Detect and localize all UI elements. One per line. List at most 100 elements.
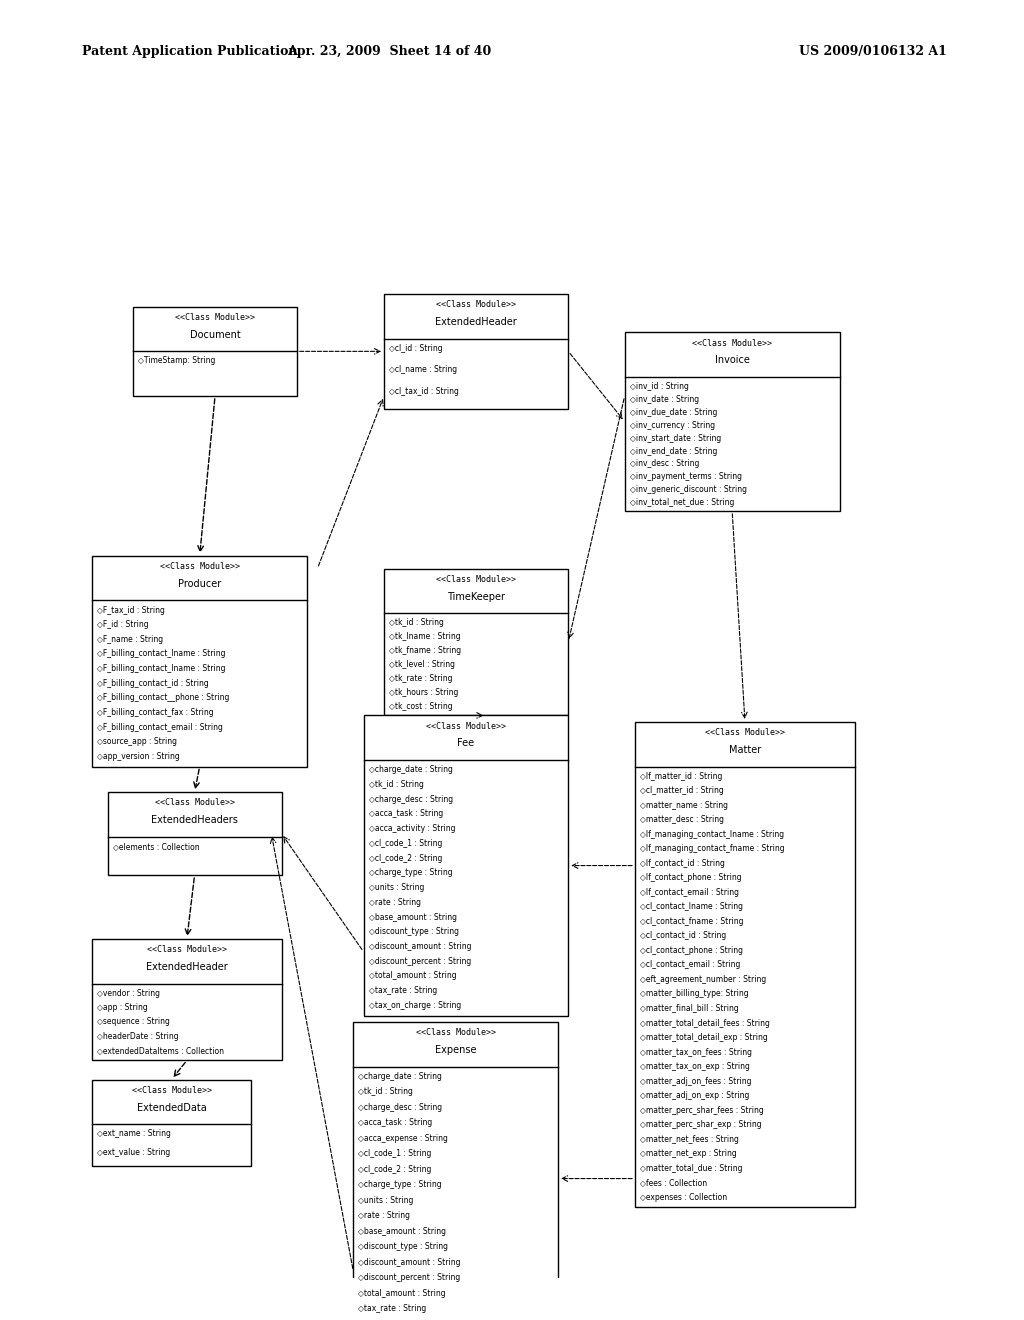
Text: ◇cl_contact_phone : String: ◇cl_contact_phone : String <box>640 946 743 954</box>
Text: ◇tk_hours : String: ◇tk_hours : String <box>389 688 459 697</box>
Text: ◇matter_perc_shar_exp : String: ◇matter_perc_shar_exp : String <box>640 1121 762 1129</box>
Text: ◇tk_level : String: ◇tk_level : String <box>389 660 455 669</box>
Text: ◇matter_adj_on_exp : String: ◇matter_adj_on_exp : String <box>640 1092 750 1100</box>
Text: Apr. 23, 2009  Sheet 14 of 40: Apr. 23, 2009 Sheet 14 of 40 <box>287 45 492 58</box>
FancyBboxPatch shape <box>384 569 568 715</box>
Text: ◇cl_contact_id : String: ◇cl_contact_id : String <box>640 932 726 940</box>
Text: Expense: Expense <box>435 1045 476 1055</box>
Text: ◇matter_net_exp : String: ◇matter_net_exp : String <box>640 1150 736 1158</box>
FancyBboxPatch shape <box>133 306 297 396</box>
Text: ◇ext_name : String: ◇ext_name : String <box>97 1130 171 1138</box>
Text: ◇inv_desc : String: ◇inv_desc : String <box>630 459 699 469</box>
FancyBboxPatch shape <box>92 556 307 767</box>
Text: ◇acca_task : String: ◇acca_task : String <box>358 1118 433 1127</box>
Text: ◇charge_date : String: ◇charge_date : String <box>369 766 453 775</box>
Text: <<Class Module>>: <<Class Module>> <box>155 799 234 808</box>
Text: ◇matter_tax_on_exp : String: ◇matter_tax_on_exp : String <box>640 1063 750 1071</box>
Text: ◇eft_agreement_number : String: ◇eft_agreement_number : String <box>640 975 766 983</box>
Text: ◇charge_desc : String: ◇charge_desc : String <box>358 1102 442 1111</box>
Text: ExtendedHeader: ExtendedHeader <box>146 962 227 972</box>
Text: ◇tk_fname : String: ◇tk_fname : String <box>389 645 461 655</box>
Text: ◇matter_billing_type: String: ◇matter_billing_type: String <box>640 990 749 998</box>
Text: ◇cl_matter_id : String: ◇cl_matter_id : String <box>640 787 724 795</box>
Text: ◇F_billing_contact__phone : String: ◇F_billing_contact__phone : String <box>97 693 229 702</box>
FancyBboxPatch shape <box>108 792 282 875</box>
Text: ◇charge_type : String: ◇charge_type : String <box>358 1180 442 1189</box>
Text: ◇F_billing_contact_fax : String: ◇F_billing_contact_fax : String <box>97 708 214 717</box>
Text: ◇discount_amount : String: ◇discount_amount : String <box>369 942 471 950</box>
Text: <<Class Module>>: <<Class Module>> <box>436 576 516 583</box>
Text: ◇inv_currency : String: ◇inv_currency : String <box>630 421 715 430</box>
Text: ◇cl_contact_fname : String: ◇cl_contact_fname : String <box>640 917 743 925</box>
Text: ◇headerDate : String: ◇headerDate : String <box>97 1032 179 1040</box>
Text: ◇total_amount : String: ◇total_amount : String <box>358 1288 446 1298</box>
Text: ◇extendedDataItems : Collection: ◇extendedDataItems : Collection <box>97 1045 224 1055</box>
Text: ◇tax_on_charge : String: ◇tax_on_charge : String <box>369 1001 461 1010</box>
Text: ◇acca_task : String: ◇acca_task : String <box>369 809 443 818</box>
Text: ◇F_name : String: ◇F_name : String <box>97 635 164 644</box>
Text: ◇cl_code_1 : String: ◇cl_code_1 : String <box>369 840 442 847</box>
Text: ◇cl_id : String: ◇cl_id : String <box>389 343 442 352</box>
Text: ◇inv_date : String: ◇inv_date : String <box>630 395 699 404</box>
FancyBboxPatch shape <box>625 333 840 511</box>
FancyBboxPatch shape <box>384 294 568 409</box>
Text: ◇tax_rate : String: ◇tax_rate : String <box>358 1304 427 1313</box>
Text: ◇inv_generic_discount : String: ◇inv_generic_discount : String <box>630 486 746 494</box>
FancyBboxPatch shape <box>353 1022 558 1320</box>
Text: ◇matter_total_detail_exp : String: ◇matter_total_detail_exp : String <box>640 1034 768 1041</box>
FancyBboxPatch shape <box>635 722 855 1208</box>
Text: FIG. 21: FIG. 21 <box>475 1226 549 1245</box>
Text: ◇base_amount : String: ◇base_amount : String <box>358 1226 446 1236</box>
Text: ◇rate : String: ◇rate : String <box>369 898 421 907</box>
Text: ◇sequence : String: ◇sequence : String <box>97 1018 170 1027</box>
Text: Producer: Producer <box>178 578 221 589</box>
Text: ◇F_billing_contact_lname : String: ◇F_billing_contact_lname : String <box>97 649 225 659</box>
Text: ◇matter_final_bill : String: ◇matter_final_bill : String <box>640 1005 738 1012</box>
Text: ◇cl_code_1 : String: ◇cl_code_1 : String <box>358 1150 432 1158</box>
Text: ◇total_amount : String: ◇total_amount : String <box>369 972 457 981</box>
Text: ◇expenses : Collection: ◇expenses : Collection <box>640 1193 727 1201</box>
Text: ◇F_billing_contact_lname : String: ◇F_billing_contact_lname : String <box>97 664 225 673</box>
Text: <<Class Module>>: <<Class Module>> <box>436 300 516 309</box>
Text: ◇units : String: ◇units : String <box>358 1196 414 1205</box>
Text: ◇cl_code_2 : String: ◇cl_code_2 : String <box>358 1164 432 1173</box>
Text: ◇lf_contact_phone : String: ◇lf_contact_phone : String <box>640 874 741 882</box>
FancyBboxPatch shape <box>92 1080 251 1167</box>
Text: TimeKeeper: TimeKeeper <box>447 591 505 602</box>
Text: Invoice: Invoice <box>715 355 750 366</box>
Text: ◇matter_name : String: ◇matter_name : String <box>640 801 728 809</box>
Text: ◇matter_net_fees : String: ◇matter_net_fees : String <box>640 1135 739 1143</box>
Text: Matter: Matter <box>729 744 761 755</box>
Text: ◇tk_cost : String: ◇tk_cost : String <box>389 701 453 710</box>
Text: <<Class Module>>: <<Class Module>> <box>705 729 785 737</box>
Text: US 2009/0106132 A1: US 2009/0106132 A1 <box>799 45 946 58</box>
Text: ◇inv_payment_terms : String: ◇inv_payment_terms : String <box>630 473 741 482</box>
Text: ◇lf_contact_email : String: ◇lf_contact_email : String <box>640 888 739 896</box>
Text: ◇acca_expense : String: ◇acca_expense : String <box>358 1134 449 1143</box>
Text: ◇tax_rate : String: ◇tax_rate : String <box>369 986 437 995</box>
Text: ◇units : String: ◇units : String <box>369 883 424 892</box>
Text: ◇inv_total_net_due : String: ◇inv_total_net_due : String <box>630 498 734 507</box>
Text: ◇tk_id : String: ◇tk_id : String <box>389 618 444 627</box>
Text: <<Class Module>>: <<Class Module>> <box>416 1028 496 1038</box>
FancyBboxPatch shape <box>364 715 568 1015</box>
Text: Fee: Fee <box>458 738 474 748</box>
Text: <<Class Module>>: <<Class Module>> <box>426 722 506 731</box>
Text: ◇inv_end_date : String: ◇inv_end_date : String <box>630 446 717 455</box>
Text: ◇app_version : String: ◇app_version : String <box>97 752 180 760</box>
Text: ◇lf_contact_id : String: ◇lf_contact_id : String <box>640 859 725 867</box>
Text: ◇matter_tax_on_fees : String: ◇matter_tax_on_fees : String <box>640 1048 752 1056</box>
Text: ◇cl_code_2 : String: ◇cl_code_2 : String <box>369 854 442 863</box>
Text: ◇F_id : String: ◇F_id : String <box>97 620 148 630</box>
Text: ◇matter_total_due : String: ◇matter_total_due : String <box>640 1164 742 1172</box>
Text: <<Class Module>>: <<Class Module>> <box>160 562 240 572</box>
Text: ◇inv_due_date : String: ◇inv_due_date : String <box>630 408 717 417</box>
Text: ◇discount_type : String: ◇discount_type : String <box>358 1242 449 1251</box>
Text: ExtendedHeader: ExtendedHeader <box>435 317 517 327</box>
Text: <<Class Module>>: <<Class Module>> <box>131 1086 212 1096</box>
Text: ◇matter_desc : String: ◇matter_desc : String <box>640 816 724 824</box>
Text: <<Class Module>>: <<Class Module>> <box>146 945 227 954</box>
Text: ◇matter_perc_shar_fees : String: ◇matter_perc_shar_fees : String <box>640 1106 764 1114</box>
Text: ◇tk_id : String: ◇tk_id : String <box>369 780 424 789</box>
Text: ◇discount_percent : String: ◇discount_percent : String <box>369 957 471 966</box>
